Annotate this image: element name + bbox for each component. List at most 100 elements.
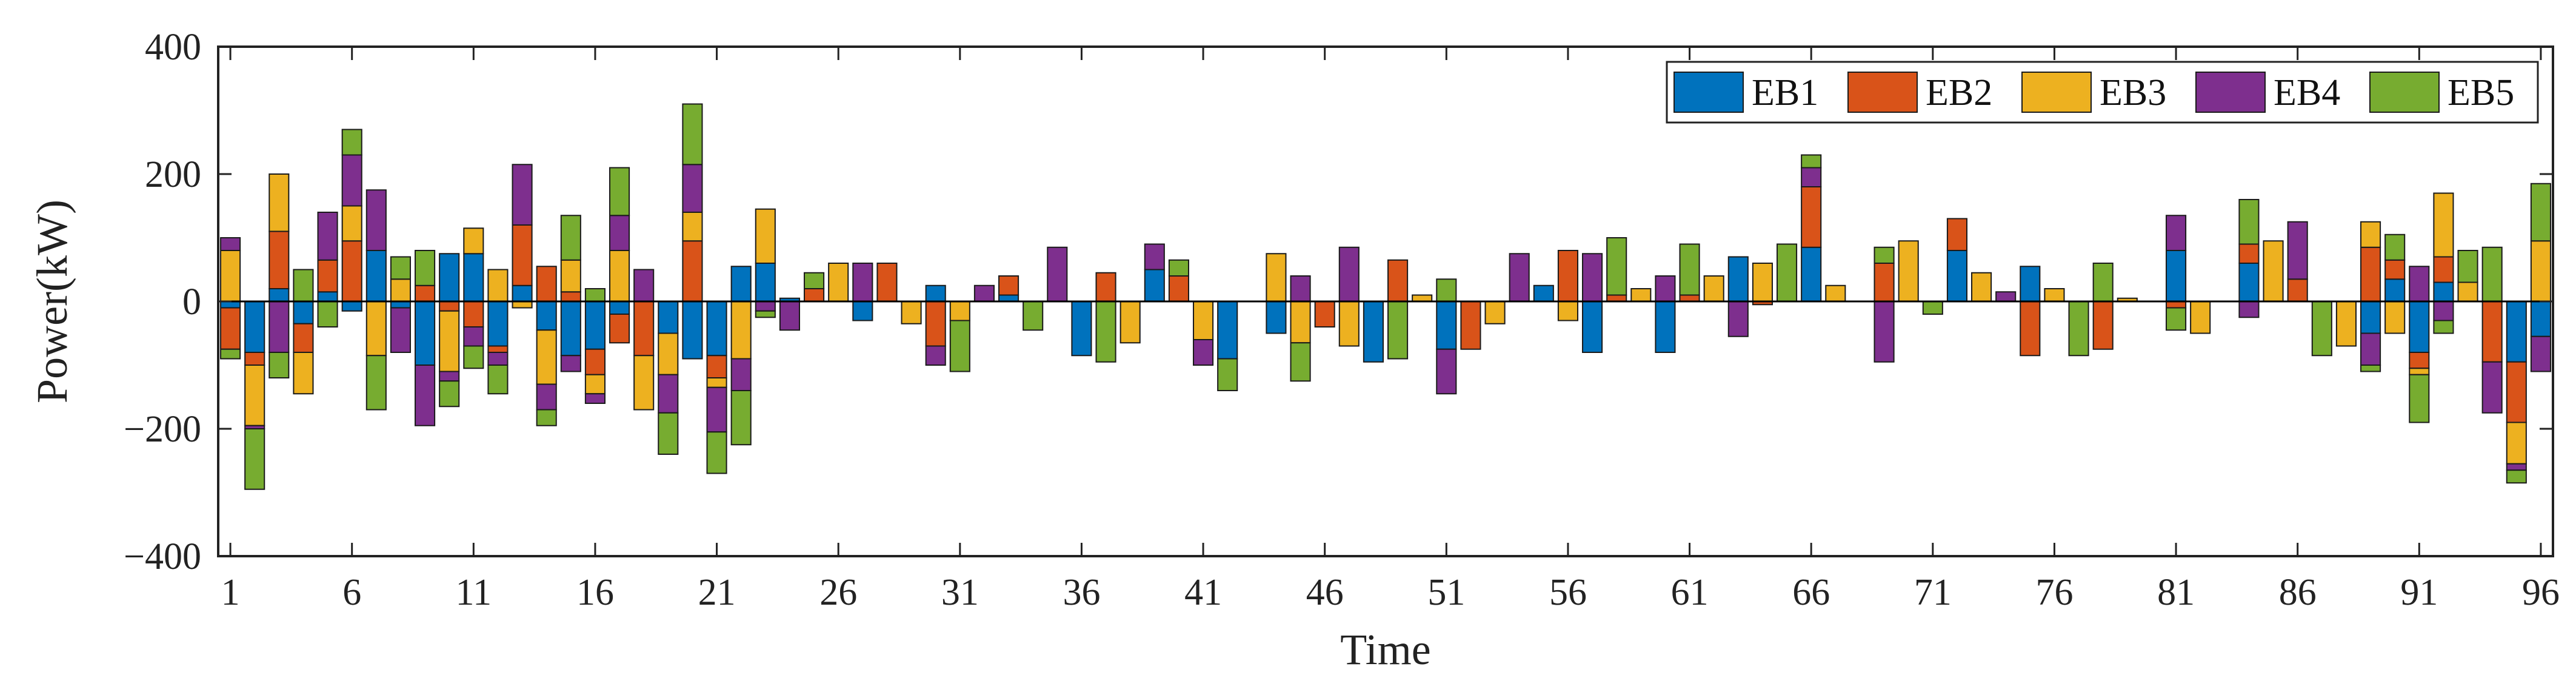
bar-eb4-t6 (341, 154, 362, 207)
bar-eb4-t9 (415, 364, 436, 426)
bar-eb2-t37 (1095, 272, 1116, 302)
bar-eb5-t51 (1436, 278, 1457, 302)
bar-eb1-t13 (512, 284, 533, 302)
bar-eb1-t39 (1144, 269, 1165, 302)
bar-eb1-t19 (658, 301, 679, 334)
bar-eb4-t27 (852, 263, 873, 302)
legend-items: EB1 EB2 EB3 EB4 EB5 (1673, 72, 2514, 113)
bar-eb1-t75 (2020, 266, 2041, 302)
bar-eb3-t19 (658, 332, 679, 375)
bar-eb2-t78 (2092, 301, 2114, 350)
bar-eb1-t81 (2166, 250, 2187, 302)
legend-label-eb2: EB2 (1926, 72, 1992, 113)
bar-eb4-t5 (317, 212, 338, 261)
bar-eb3-t15 (560, 259, 581, 293)
bar-eb5-t49 (1387, 301, 1409, 360)
bar-eb2-t86 (2287, 278, 2308, 302)
bar-eb4-t74 (1995, 291, 2017, 302)
legend-label-eb5: EB5 (2448, 72, 2514, 113)
bar-eb1-t9 (415, 301, 436, 366)
bar-eb1-t4 (293, 301, 314, 324)
bar-eb2-t15 (560, 291, 581, 302)
bar-eb5-t37 (1095, 301, 1116, 363)
bar-eb3-t67 (1825, 284, 1846, 302)
bar-eb2-t95 (2506, 361, 2527, 423)
x-tick-label: 61 (1671, 572, 1709, 613)
bar-eb3-t53 (1484, 301, 1506, 324)
bar-eb3-t93 (2457, 281, 2478, 302)
bar-eb2-t46 (1314, 301, 1335, 328)
bar-eb5-t45 (1290, 342, 1311, 382)
bar-eb1-t14 (536, 301, 557, 331)
legend-swatch-eb5 (2369, 72, 2440, 113)
bar-eb3-t92 (2433, 192, 2454, 258)
bar-eb4-t51 (1436, 348, 1457, 395)
bar-eb1-t3 (269, 288, 290, 302)
bar-eb3-t22 (730, 301, 752, 360)
bar-eb1-t72 (1946, 250, 1967, 302)
bar-eb5-t96 (2530, 183, 2551, 242)
bar-eb4-t17 (609, 215, 630, 251)
bar-eb2-t10 (439, 301, 460, 312)
bar-eb3-t91 (2409, 368, 2430, 375)
bar-eb5-t22 (730, 390, 752, 446)
bar-eb5-t23 (755, 310, 776, 318)
bar-eb3-t88 (2335, 301, 2357, 347)
bar-eb2-t58 (1606, 294, 1627, 302)
bar-eb3-t14 (536, 329, 557, 385)
bar-eb4-t69 (1874, 301, 1895, 363)
y-tick-labels: −400 −200 0 200 400 (124, 27, 201, 577)
bar-eb1-t17 (609, 301, 630, 315)
bar-eb2-t12 (487, 345, 509, 353)
bar-eb4-t95 (2506, 463, 2527, 471)
bar-eb3-t89 (2360, 221, 2381, 248)
x-tick-label: 1 (221, 572, 240, 613)
bar-eb4-t24 (779, 301, 800, 331)
bar-eb5-t71 (1922, 301, 1943, 315)
bar-eb4-t20 (682, 164, 703, 213)
y-tick-label: −200 (124, 409, 201, 450)
bar-eb1-t96 (2530, 301, 2551, 337)
bar-eb5-t91 (2409, 374, 2430, 423)
legend-swatch-eb4 (2195, 72, 2266, 113)
bar-eb3-t4 (293, 352, 314, 395)
bar-eb2-t40 (1168, 275, 1189, 302)
legend-swatch-eb1 (1673, 72, 1744, 113)
bar-eb4-t10 (439, 371, 460, 382)
bar-eb5-t69 (1874, 246, 1895, 264)
bar-eb3-t21 (706, 377, 727, 388)
bar-eb5-t1 (220, 348, 241, 360)
x-tick-label: 16 (576, 572, 614, 613)
bar-eb3-t18 (633, 355, 655, 411)
bar-eb5-t40 (1168, 259, 1189, 277)
bar-eb4-t47 (1338, 246, 1360, 302)
x-axis-title: Time (1340, 625, 1430, 674)
bar-eb1-t57 (1582, 301, 1603, 353)
bar-eb3-t7 (365, 301, 387, 357)
bar-eb3-t64 (1752, 263, 1773, 302)
bar-eb2-t3 (269, 230, 290, 289)
bar-eb4-t14 (536, 383, 557, 411)
bar-eb5-t95 (2506, 469, 2527, 484)
bar-eb1-t6 (341, 301, 362, 312)
x-tick-label: 81 (2157, 572, 2195, 613)
bar-eb5-t78 (2092, 263, 2114, 302)
bar-eb3-t11 (463, 227, 484, 255)
bar-eb4-t91 (2409, 266, 2430, 302)
bar-eb5-t5 (317, 301, 338, 328)
bar-eb3-t56 (1557, 301, 1578, 321)
bar-eb5-t9 (415, 250, 436, 286)
bar-eb5-t15 (560, 215, 581, 261)
bar-eb3-t23 (755, 208, 776, 264)
bar-eb1-t60 (1655, 301, 1676, 353)
y-tick-label: 0 (182, 281, 201, 323)
bar-eb4-t89 (2360, 332, 2381, 366)
bar-eb5-t89 (2360, 364, 2381, 372)
bar-eb1-t95 (2506, 301, 2527, 363)
y-tick-label: 400 (145, 27, 201, 68)
bar-eb3-t47 (1338, 301, 1360, 347)
bar-eb1-t20 (682, 301, 703, 360)
x-tick-label: 71 (1914, 572, 1952, 613)
bar-eb4-t8 (390, 307, 411, 353)
bar-eb5-t61 (1679, 243, 1700, 296)
